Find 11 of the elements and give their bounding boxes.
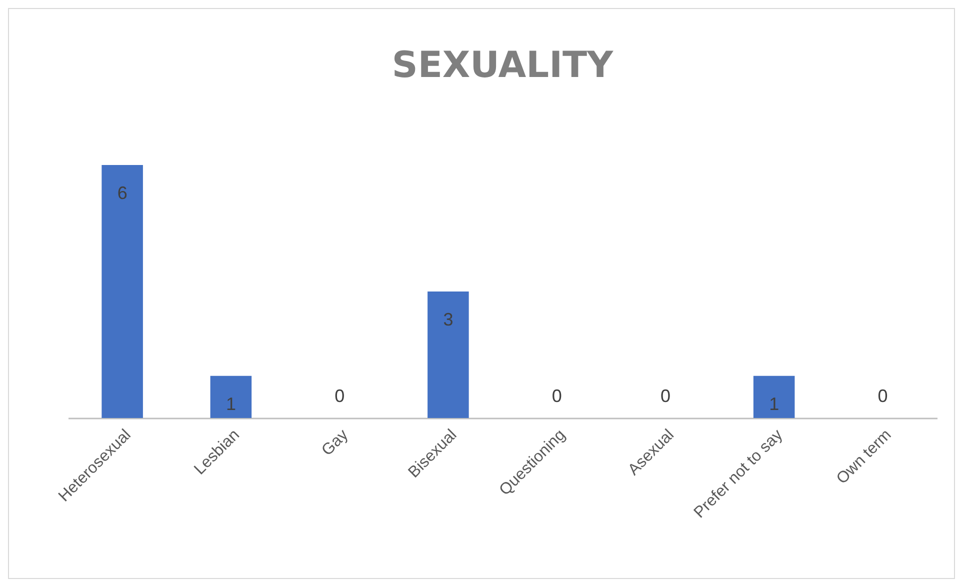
data-label: 0 [334,386,345,406]
x-tick-label: Gay [318,426,352,460]
data-label: 1 [769,394,780,414]
data-label: 0 [552,386,562,406]
data-label: 0 [660,386,670,406]
data-label: 6 [117,183,128,203]
data-label: 3 [443,310,454,330]
chart-title: SEXUALITY [392,45,614,86]
data-label: 0 [878,386,888,406]
data-label: 1 [226,394,236,414]
x-tick-label: Own term [834,426,895,488]
